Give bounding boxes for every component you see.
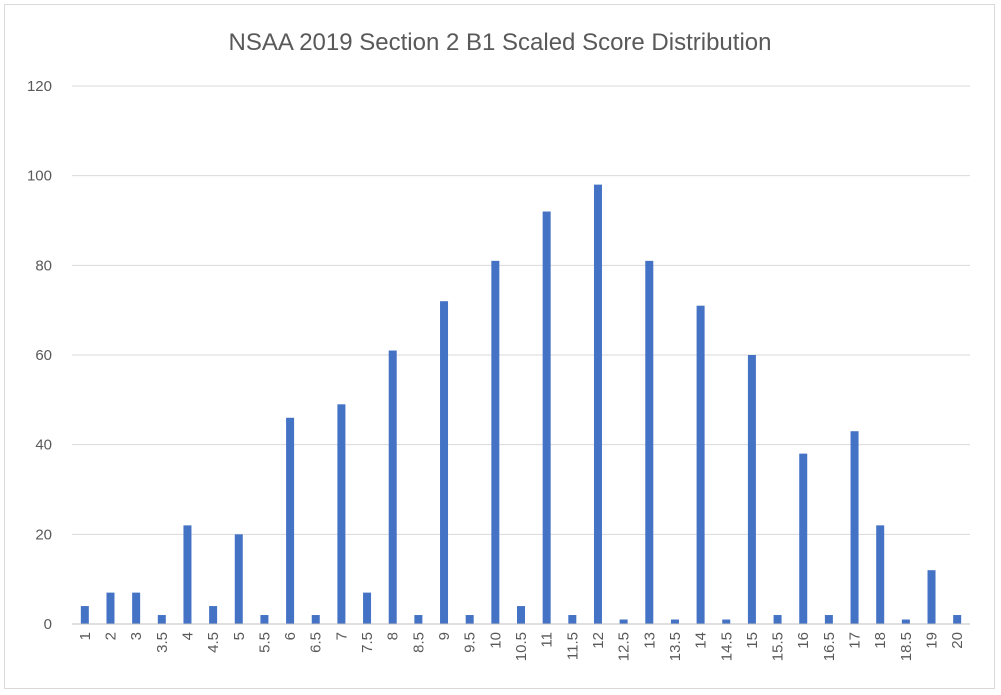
x-tick-label: 15 [744,632,761,649]
bar [414,615,423,624]
bar [773,615,782,624]
bar [286,417,295,624]
bar [491,260,500,624]
y-tick-label: 60 [35,347,52,364]
bar [209,606,218,624]
bar [670,619,679,624]
x-tick-label: 3 [128,632,145,640]
bar [542,211,551,625]
y-tick-label: 100 [27,168,52,185]
chart-frame [4,4,995,689]
x-tick-label: 12.5 [616,632,633,661]
x-tick-label: 13 [641,632,658,649]
x-tick-label: 16.5 [821,632,838,661]
x-tick-label: 6 [282,632,299,640]
bar [901,619,910,624]
bar [260,615,269,624]
y-tick-label: 0 [44,616,52,633]
bar [799,453,808,624]
x-tick-label: 13.5 [667,632,684,661]
x-tick-label: 17 [847,632,864,649]
bar [953,615,962,624]
x-tick-label: 4 [179,632,196,640]
x-tick-label: 15.5 [770,632,787,661]
gridlines [72,85,970,535]
x-tick-label: 9.5 [462,632,479,653]
x-tick-label: 8.5 [410,632,427,653]
bar [722,619,731,624]
bar [80,606,89,624]
bar [927,570,936,624]
bar [568,615,577,624]
x-tick-label: 7 [333,632,350,640]
bar [465,615,474,624]
x-tick-label: 6.5 [308,632,325,653]
x-tick-label: 14.5 [718,632,735,661]
bar [850,431,859,624]
x-tick-label: 10.5 [513,632,530,661]
x-tick-label: 10 [487,632,504,649]
y-tick-label: 120 [27,78,52,95]
x-tick-label: 5.5 [256,632,273,653]
x-tick-label: 18 [872,632,889,649]
bar [311,615,320,624]
bar [440,301,449,624]
y-tick-label: 80 [35,257,52,274]
x-tick-label: 5 [231,632,248,640]
bar [876,525,885,624]
x-tick-label: 12 [590,632,607,649]
x-tick-label: 20 [949,632,966,649]
x-tick-label: 11.5 [564,632,581,660]
y-tick-label: 20 [35,526,52,543]
bar [132,592,141,624]
bar [824,615,833,624]
bar [517,606,525,624]
bar [183,525,192,624]
x-tick-label: 7.5 [359,632,376,653]
bar [337,404,346,624]
x-tick-label: 16 [795,632,812,649]
bar [363,592,372,624]
x-tick-label: 18.5 [898,632,915,661]
y-axis-ticks: 0 20 40 60 80 100 120 [27,78,52,633]
x-tick-label: 4.5 [205,632,222,653]
x-tick-label: 19 [924,632,941,649]
bar [696,305,705,624]
bar [234,534,243,624]
y-tick-label: 40 [35,437,52,454]
bar [747,355,756,624]
x-tick-label: 2 [102,632,119,640]
bar [645,260,654,624]
x-tick-label: 1 [77,632,94,640]
bar [593,184,602,624]
bar [106,592,115,624]
bar [388,350,397,624]
bar [157,615,166,624]
x-tick-label: 9 [436,632,453,640]
x-tick-label: 8 [385,632,402,640]
x-tick-label: 11 [539,632,556,648]
bar [619,619,628,624]
x-tick-label: 3.5 [154,632,171,653]
x-tick-label: 14 [693,632,710,649]
x-axis-ticks: 1 2 3 3.5 4 4.5 5 5.5 6 6.5 7 7.5 8 8.5 9 9.5 10 10.5 11 11… [77,632,966,661]
chart-title: NSAA 2019 Section 2 B1 Scaled Score Dist… [229,29,772,56]
bars [80,184,962,625]
